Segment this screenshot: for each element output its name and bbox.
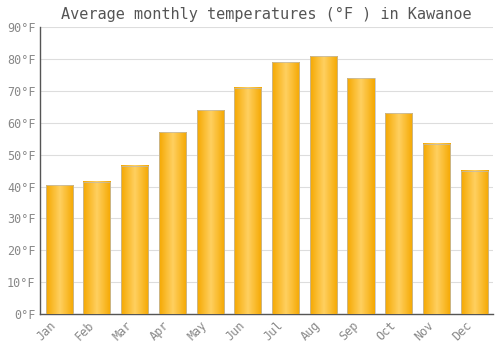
Bar <box>121 166 148 314</box>
Bar <box>348 78 374 314</box>
Bar <box>84 182 110 314</box>
Bar <box>234 88 262 314</box>
Bar <box>385 113 412 314</box>
Bar <box>159 132 186 314</box>
Bar <box>84 182 110 314</box>
Bar <box>121 166 148 314</box>
Bar <box>310 56 337 314</box>
Bar <box>46 185 73 314</box>
Bar <box>423 144 450 314</box>
Bar <box>272 62 299 314</box>
Bar <box>159 132 186 314</box>
Bar <box>460 170 488 314</box>
Bar <box>272 62 299 314</box>
Bar <box>348 78 374 314</box>
Bar <box>46 185 73 314</box>
Bar <box>460 170 488 314</box>
Bar <box>385 113 412 314</box>
Bar <box>196 110 224 314</box>
Bar <box>196 110 224 314</box>
Title: Average monthly temperatures (°F ) in Kawanoe: Average monthly temperatures (°F ) in Ka… <box>62 7 472 22</box>
Bar <box>234 88 262 314</box>
Bar <box>310 56 337 314</box>
Bar <box>423 144 450 314</box>
